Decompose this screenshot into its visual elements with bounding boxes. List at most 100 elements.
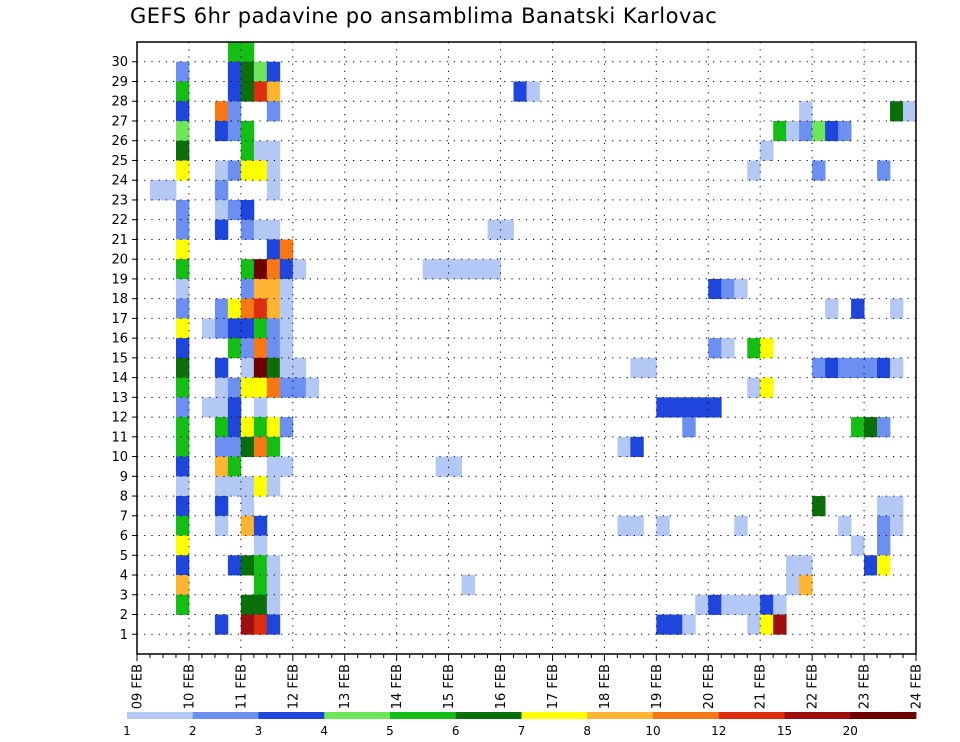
y-tick-label: 5 bbox=[120, 549, 128, 564]
legend-swatch bbox=[455, 712, 522, 719]
heatmap-cell bbox=[279, 357, 294, 379]
heatmap-cell bbox=[253, 476, 268, 497]
heatmap-cell bbox=[253, 614, 268, 635]
heatmap-cell bbox=[864, 555, 878, 576]
legend-label: 5 bbox=[386, 724, 394, 738]
heatmap-cell bbox=[812, 120, 826, 142]
heatmap-cell bbox=[526, 81, 540, 102]
heatmap-cell bbox=[175, 160, 190, 181]
heatmap-cell bbox=[227, 456, 242, 477]
heatmap-cell bbox=[240, 496, 255, 517]
heatmap-cell bbox=[175, 259, 190, 280]
heatmap-cell bbox=[825, 357, 839, 379]
heatmap-cell bbox=[747, 614, 761, 635]
heatmap-cell bbox=[760, 377, 774, 398]
x-tick-label: 09 FEB bbox=[131, 664, 146, 709]
heatmap-cell bbox=[734, 515, 748, 536]
x-tick-label: 18 FEB bbox=[598, 664, 613, 709]
heatmap-cell bbox=[253, 417, 268, 438]
heatmap-cell bbox=[760, 338, 774, 359]
y-tick-label: 1 bbox=[120, 628, 128, 643]
heatmap-cell bbox=[227, 417, 242, 438]
heatmap-cell bbox=[240, 614, 255, 635]
x-tick-label: 22 FEB bbox=[806, 664, 821, 709]
heatmap-cell bbox=[786, 120, 800, 142]
heatmap-cell bbox=[461, 259, 475, 280]
legend-label: 20 bbox=[843, 724, 858, 738]
legend-label: 4 bbox=[320, 724, 328, 738]
heatmap-cell bbox=[175, 417, 190, 438]
heatmap-cell bbox=[253, 397, 268, 418]
heatmap-cell bbox=[175, 555, 190, 576]
legend-swatch bbox=[258, 712, 325, 719]
heatmap-cell bbox=[214, 160, 229, 181]
heatmap-cell bbox=[695, 594, 709, 615]
heatmap-cell bbox=[253, 338, 268, 359]
heatmap-cell bbox=[812, 357, 826, 379]
heatmap-cell bbox=[682, 417, 696, 438]
heatmap-cell bbox=[253, 594, 268, 615]
heatmap-cell bbox=[747, 338, 761, 359]
heatmap-cell bbox=[643, 357, 657, 379]
heatmap-cell bbox=[253, 298, 268, 319]
y-tick-label: 3 bbox=[120, 588, 128, 603]
heatmap-cell bbox=[227, 120, 242, 142]
heatmap-cell bbox=[721, 338, 735, 359]
heatmap-cell bbox=[890, 101, 904, 122]
legend-label: 12 bbox=[711, 724, 726, 738]
heatmap-cell bbox=[292, 377, 307, 398]
y-tick-label: 12 bbox=[111, 411, 128, 426]
heatmap-cell bbox=[240, 160, 255, 181]
heatmap-cell bbox=[266, 180, 281, 201]
heatmap-cell bbox=[279, 298, 294, 319]
heatmap-cell bbox=[877, 357, 891, 379]
heatmap-cell bbox=[266, 357, 281, 379]
heatmap-cell bbox=[227, 377, 242, 398]
heatmap-cell bbox=[227, 42, 242, 63]
y-tick-label: 22 bbox=[111, 213, 128, 228]
heatmap-cell bbox=[760, 140, 774, 161]
heatmap-cell bbox=[773, 614, 787, 635]
heatmap-cell bbox=[175, 120, 190, 142]
heatmap-cell bbox=[461, 575, 475, 596]
heatmap-cell bbox=[786, 575, 800, 596]
heatmap-cell bbox=[253, 160, 268, 181]
y-tick-label: 30 bbox=[111, 55, 128, 70]
heatmap-cell bbox=[825, 120, 839, 142]
heatmap-cell bbox=[435, 456, 449, 477]
y-tick-label: 25 bbox=[111, 154, 128, 169]
heatmap-cell bbox=[175, 338, 190, 359]
heatmap-cell bbox=[266, 61, 281, 82]
heatmap-cell bbox=[175, 594, 190, 615]
heatmap-cell bbox=[279, 259, 294, 280]
heatmap-cell bbox=[695, 397, 709, 418]
heatmap-cell bbox=[214, 377, 229, 398]
heatmap-cell bbox=[240, 318, 255, 339]
heatmap-cell bbox=[864, 417, 878, 438]
heatmap-cell bbox=[175, 357, 190, 379]
heatmap-cell bbox=[201, 397, 216, 418]
heatmap-cell bbox=[175, 496, 190, 517]
heatmap-cell bbox=[240, 594, 255, 615]
heatmap-cell bbox=[175, 456, 190, 477]
heatmap-cell bbox=[448, 456, 462, 477]
y-tick-label: 14 bbox=[111, 371, 128, 386]
heatmap-cell bbox=[266, 377, 281, 398]
y-tick-label: 2 bbox=[120, 608, 128, 623]
heatmap-cell bbox=[149, 180, 164, 201]
heatmap-cell bbox=[773, 594, 787, 615]
heatmap-cell bbox=[656, 397, 670, 418]
heatmap-cell bbox=[214, 120, 229, 142]
heatmap-cell bbox=[266, 298, 281, 319]
x-tick-label: 15 FEB bbox=[442, 664, 457, 709]
heatmap-cell bbox=[682, 614, 696, 635]
heatmap-cell bbox=[708, 278, 722, 300]
heatmap-cell bbox=[227, 338, 242, 359]
heatmap-cell bbox=[253, 357, 268, 379]
heatmap-cell bbox=[799, 575, 813, 596]
legend-label: 1 bbox=[123, 724, 131, 738]
heatmap-cell bbox=[227, 199, 242, 221]
heatmap-cell bbox=[422, 259, 437, 280]
heatmap-cell bbox=[240, 140, 255, 161]
